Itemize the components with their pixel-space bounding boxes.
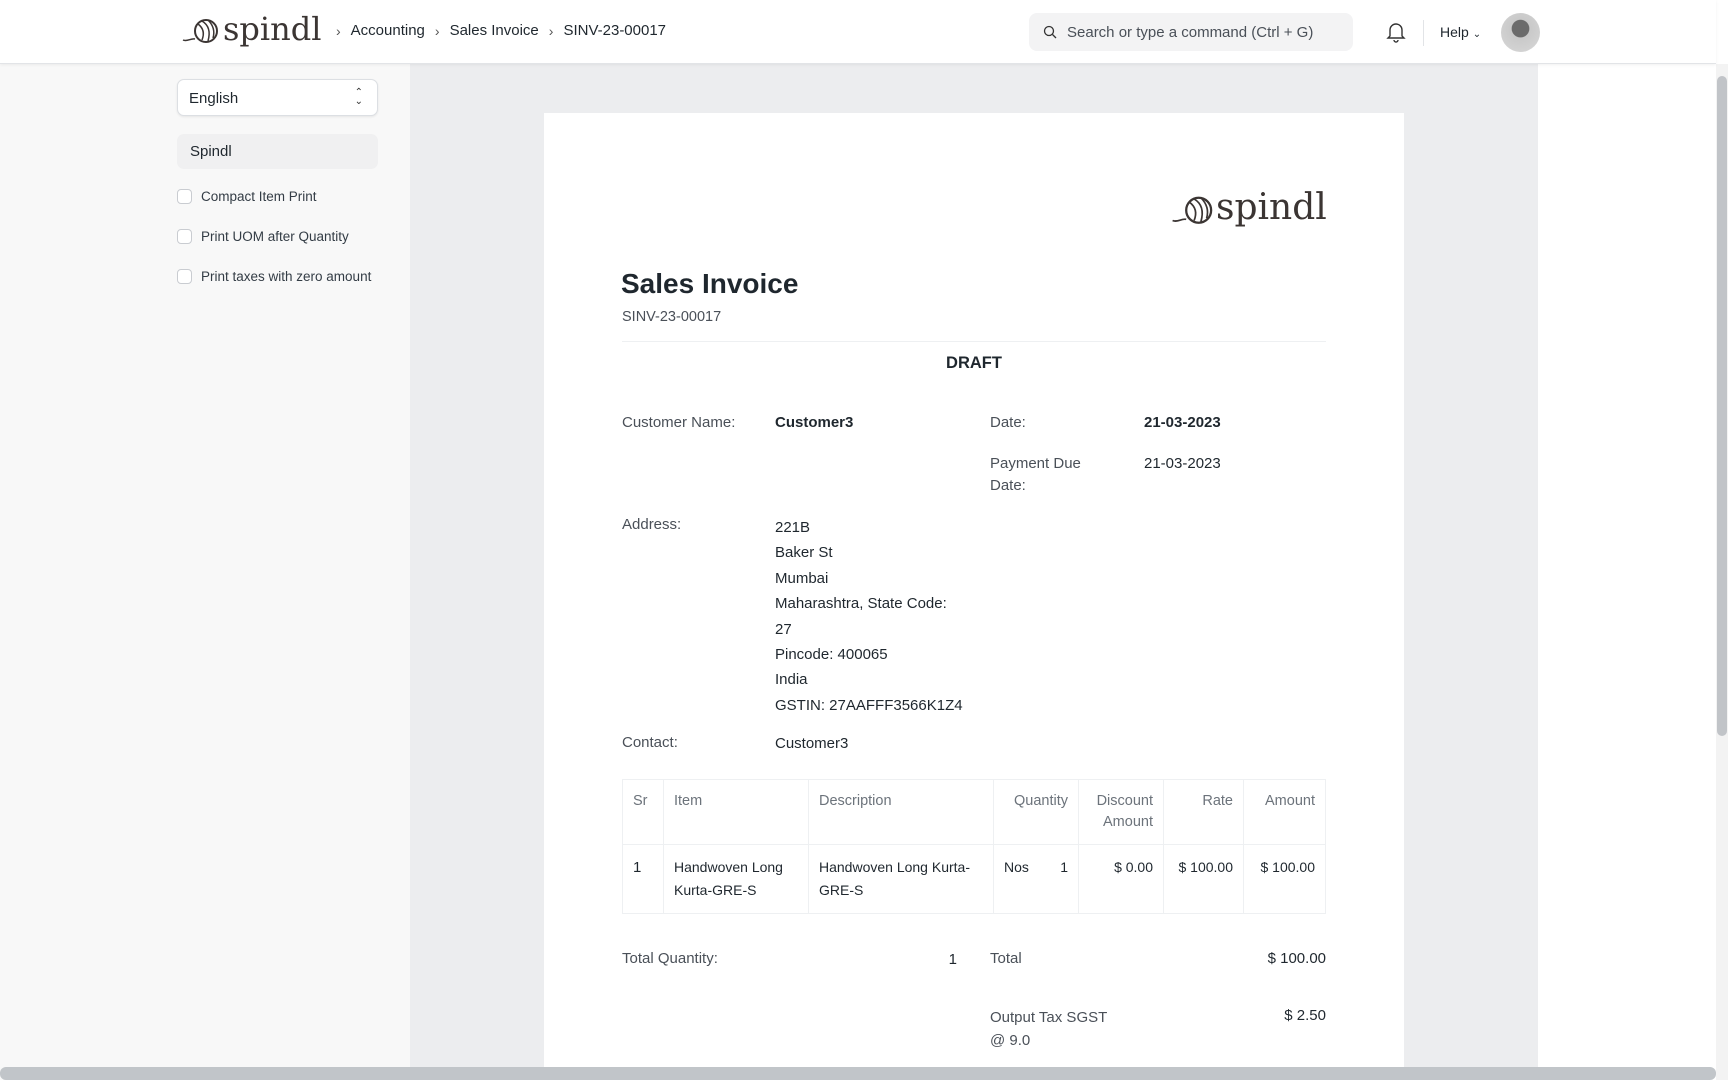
total-quantity-value: 1 <box>948 951 957 968</box>
col-item: Item <box>663 779 809 845</box>
col-quantity: Quantity <box>993 779 1079 845</box>
language-value: English <box>189 90 239 107</box>
divider <box>622 341 1326 342</box>
vertical-scrollbar[interactable] <box>1716 64 1728 1080</box>
breadcrumb-sales-invoice[interactable]: Sales Invoice <box>449 22 539 39</box>
print-uom-checkbox[interactable]: Print UOM after Quantity <box>177 229 349 244</box>
col-amount: Amount <box>1243 779 1326 845</box>
cell-quantity: Nos 1 <box>993 844 1079 914</box>
address-line: Pincode: 400065 <box>775 646 888 664</box>
total-value: $ 100.00 <box>1267 950 1326 967</box>
contact-value: Customer3 <box>775 735 849 752</box>
invoice-number: SINV-23-00017 <box>622 309 722 325</box>
invoice-page <box>544 113 1404 1073</box>
logo-text: spindl <box>1216 187 1327 228</box>
due-label-line: Date: <box>990 477 1026 494</box>
date-value: 21-03-2023 <box>1144 414 1221 431</box>
tax-value: $ 2.50 <box>1284 1007 1326 1024</box>
divider <box>1423 20 1424 46</box>
cell-sr: 1 <box>622 844 664 914</box>
qty: 1 <box>1060 859 1068 875</box>
uom: Nos <box>1004 859 1029 875</box>
col-description: Description <box>808 779 994 845</box>
chevron-right-icon: › <box>548 22 554 39</box>
scrollbar-thumb[interactable] <box>1717 76 1727 736</box>
address-line: India <box>775 671 808 689</box>
tax-label: Output Tax SGST @ 9.0 <box>990 1006 1107 1052</box>
chevron-down-icon: ⌄ <box>1472 29 1482 40</box>
top-navbar: spindl › Accounting › Sales Invoice › SI… <box>0 0 1716 64</box>
breadcrumb-accounting[interactable]: Accounting <box>350 22 425 39</box>
table-header-row: Sr Item Description Quantity Discount Am… <box>622 779 1326 845</box>
print-zero-taxes-checkbox[interactable]: Print taxes with zero amount <box>177 269 371 284</box>
address-line: Mumbai <box>775 569 829 587</box>
cell-amount: $ 100.00 <box>1243 844 1326 914</box>
language-select[interactable]: English ⌃ ⌄ <box>177 79 378 116</box>
col-discount: Discount Amount <box>1078 779 1164 845</box>
avatar[interactable] <box>1501 13 1540 52</box>
status-draft: DRAFT <box>946 354 1002 372</box>
checkbox-label: Print UOM after Quantity <box>201 229 349 244</box>
search-icon <box>1043 25 1057 39</box>
date-label: Date: <box>990 414 1026 431</box>
customer-label: Customer Name: <box>622 414 736 431</box>
total-quantity-label: Total Quantity: <box>622 950 718 967</box>
logo-text: spindl <box>223 10 322 48</box>
checkbox[interactable] <box>177 229 192 244</box>
notification-bell-icon[interactable] <box>1386 21 1406 43</box>
letterhead-field[interactable]: Spindl <box>177 134 378 169</box>
tax-label-line: Output Tax SGST <box>990 1009 1108 1026</box>
right-margin <box>1538 64 1716 1080</box>
due-date-value: 21-03-2023 <box>1144 455 1221 472</box>
total-label: Total <box>990 950 1022 967</box>
checkbox[interactable] <box>177 269 192 284</box>
address-line: 27 <box>775 620 792 638</box>
cell-item: Handwoven Long Kurta-GRE-S <box>663 844 809 914</box>
due-date-label: Payment Due Date: <box>990 453 1081 497</box>
address-label: Address: <box>622 516 682 533</box>
search-placeholder: Search or type a command (Ctrl + G) <box>1067 23 1314 41</box>
help-dropdown[interactable]: Help ⌄ <box>1440 24 1481 40</box>
chevron-right-icon: › <box>434 22 440 39</box>
checkbox[interactable] <box>177 189 192 204</box>
address-line: 221B <box>775 519 811 536</box>
table-row: 1 Handwoven Long Kurta-GRE-S Handwoven L… <box>622 844 1326 914</box>
breadcrumb: › Accounting › Sales Invoice › SINV-23-0… <box>326 22 666 39</box>
tax-label-line: @ 9.0 <box>990 1032 1031 1049</box>
compact-item-print-checkbox[interactable]: Compact Item Print <box>177 189 317 204</box>
col-sr: Sr <box>622 779 664 845</box>
customer-value: Customer3 <box>775 414 854 431</box>
search-input[interactable]: Search or type a command (Ctrl + G) <box>1029 13 1353 51</box>
horizontal-scrollbar[interactable] <box>0 1067 1716 1080</box>
letterhead-value: Spindl <box>190 143 232 160</box>
address-value: 221B Baker St Mumbai Maharashtra, State … <box>775 515 963 718</box>
cell-rate: $ 100.00 <box>1163 844 1244 914</box>
address-line: Baker St <box>775 544 833 562</box>
contact-label: Contact: <box>622 734 678 751</box>
yarn-ball-icon <box>1172 196 1213 224</box>
cell-discount: $ 0.00 <box>1078 844 1164 914</box>
address-line: GSTIN: 27AAFFF3566K1Z4 <box>775 696 963 714</box>
app-logo[interactable]: spindl <box>181 10 321 48</box>
breadcrumb-current[interactable]: SINV-23-00017 <box>563 22 667 39</box>
checkbox-label: Compact Item Print <box>201 189 317 204</box>
checkbox-label: Print taxes with zero amount <box>201 269 372 284</box>
items-table: Sr Item Description Quantity Discount Am… <box>622 779 1326 914</box>
chevron-right-icon: › <box>336 22 341 39</box>
due-label-line: Payment Due <box>990 455 1081 472</box>
col-rate: Rate <box>1163 779 1244 845</box>
print-settings-sidebar <box>0 64 410 1080</box>
yarn-ball-icon <box>182 19 218 43</box>
address-line: Maharashtra, State Code: <box>775 595 947 613</box>
page-title: Sales Invoice <box>621 268 799 299</box>
invoice-logo: spindl <box>1170 186 1327 230</box>
chevron-up-down-icon: ⌃ ⌄ <box>354 87 363 107</box>
help-label: Help <box>1440 24 1469 40</box>
cell-description: Handwoven Long Kurta-GRE-S <box>808 844 994 914</box>
